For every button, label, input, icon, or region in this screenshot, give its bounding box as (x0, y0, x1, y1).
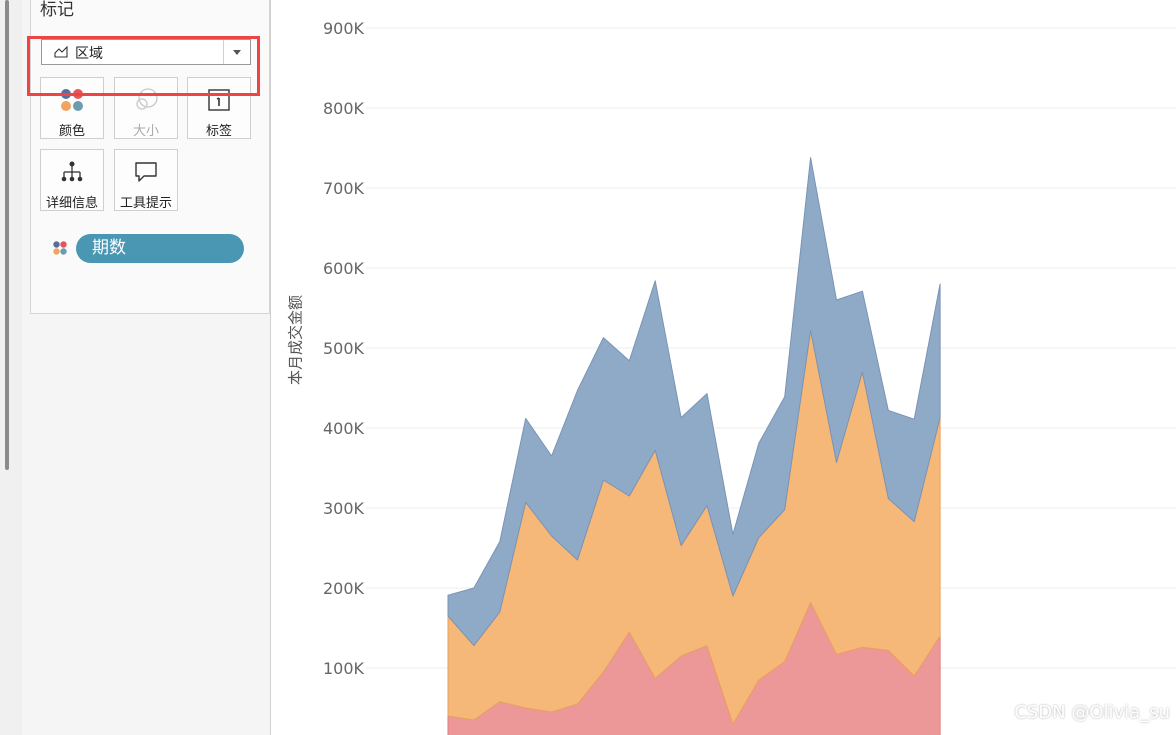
detail-hierarchy-icon (61, 161, 83, 182)
shelf-tooltip-label: 工具提示 (119, 196, 172, 211)
y-tick-label: 200K (323, 579, 365, 598)
area-chart: 0K100K200K300K400K500K600K700K800K900K (323, 19, 1176, 735)
scrollbar-thumb[interactable] (5, 0, 9, 470)
y-tick-label: 400K (323, 419, 365, 438)
y-tick-label: 800K (323, 99, 365, 118)
y-tick-label: 100K (323, 659, 365, 678)
shelf-label-label: 标签 (205, 124, 232, 139)
shelf-detail[interactable]: 详细信息 (40, 149, 104, 211)
mark-type-highlight (27, 36, 260, 96)
area-series-top[interactable] (447, 157, 941, 647)
shelf-color-label: 颜色 (58, 124, 85, 139)
y-tick-label: 600K (323, 259, 365, 278)
mark-type-label: 区域 (75, 46, 103, 62)
color-dots-icon (61, 89, 83, 111)
shelf-tooltip[interactable]: 工具提示 (114, 149, 178, 211)
area-chart-icon (54, 46, 68, 58)
y-tick-label: 300K (323, 499, 365, 518)
y-tick-label: 900K (323, 19, 365, 38)
shelf-size-label: 大小 (132, 124, 159, 139)
y-tick-label: 500K (323, 339, 365, 358)
marks-panel: 标记 区域 颜色 大小 (22, 0, 271, 735)
color-dots-icon (53, 241, 67, 255)
chevron-down-icon[interactable] (233, 50, 241, 55)
shelf-color[interactable]: 颜色 (40, 77, 104, 139)
y-tick-label: 700K (323, 179, 365, 198)
y-axis-label: 本月成交金额 (287, 295, 305, 385)
tooltip-bubble-icon (135, 162, 157, 182)
left-scroll-strip (0, 0, 23, 735)
watermark: CSDN @Olivia_su (1014, 702, 1170, 723)
shelf-detail-label: 详细信息 (45, 196, 98, 211)
marks-title: 标记 (40, 0, 74, 20)
shelf-label[interactable]: 标签 (187, 77, 251, 139)
shelf-size[interactable]: 大小 (114, 77, 178, 139)
color-field-pill[interactable]: 期数 (76, 234, 244, 263)
size-circles-icon (136, 88, 158, 110)
y-axis-title: 本月成交金额 (287, 295, 305, 385)
mark-type-dropdown[interactable]: 区域 (41, 39, 251, 65)
dropdown-separator (223, 40, 224, 64)
